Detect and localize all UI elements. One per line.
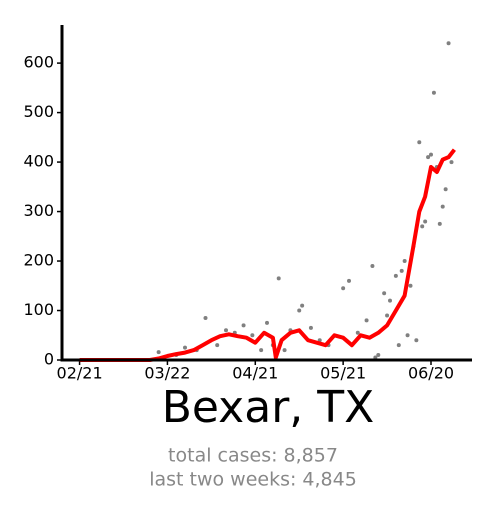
x-tick-label: 06/20 (408, 364, 454, 383)
data-point (396, 343, 401, 348)
data-point (259, 348, 264, 353)
average-line (79, 148, 456, 362)
data-point (203, 315, 208, 320)
data-point (355, 330, 360, 335)
data-point (385, 313, 390, 318)
data-point (393, 273, 398, 278)
y-tick-label: 200 (23, 251, 54, 270)
data-point (215, 343, 220, 348)
subtitle: last two weeks: 4,845 (149, 469, 357, 491)
y-tick-label: 100 (23, 300, 54, 319)
data-point (224, 328, 228, 333)
data-point (300, 303, 305, 308)
data-point (429, 152, 433, 157)
data-point (431, 90, 436, 95)
data-point (437, 221, 442, 226)
data-point (446, 41, 451, 46)
y-tick-label: 500 (23, 102, 54, 121)
y-tick-label: 0 (44, 350, 54, 369)
data-point (250, 333, 255, 338)
x-tick-label: 05/21 (320, 364, 366, 383)
data-point (265, 320, 269, 325)
data-point (347, 278, 351, 283)
data-point (420, 224, 425, 229)
data-point (308, 325, 313, 330)
data-point (426, 155, 431, 160)
y-tick-label: 400 (23, 152, 54, 171)
data-point (449, 160, 454, 165)
y-tick-label: 300 (23, 201, 54, 220)
data-point (440, 204, 445, 209)
data-point (282, 348, 287, 353)
x-tick-label: 04/21 (232, 364, 278, 383)
data-point (297, 308, 302, 313)
data-point (341, 286, 346, 291)
data-point (408, 283, 413, 288)
data-point (382, 291, 387, 296)
x-tick-label: 03/22 (144, 364, 190, 383)
data-point (156, 350, 161, 355)
data-point (405, 333, 410, 338)
data-point (364, 318, 369, 323)
x-tick-label: 02/21 (57, 364, 103, 383)
data-point (370, 263, 375, 268)
data-point (388, 298, 392, 303)
subtitle: total cases: 8,857 (168, 445, 338, 467)
data-point (183, 345, 187, 350)
data-point (414, 338, 419, 343)
data-point (417, 140, 422, 145)
data-point (423, 219, 428, 224)
data-point (402, 259, 407, 264)
data-point (443, 187, 448, 192)
y-tick-label: 600 (23, 53, 54, 72)
data-point (276, 276, 281, 281)
data-point (376, 353, 381, 358)
chart-title: Bexar, TX (162, 382, 375, 433)
data-point (241, 323, 246, 328)
data-point (399, 268, 404, 273)
